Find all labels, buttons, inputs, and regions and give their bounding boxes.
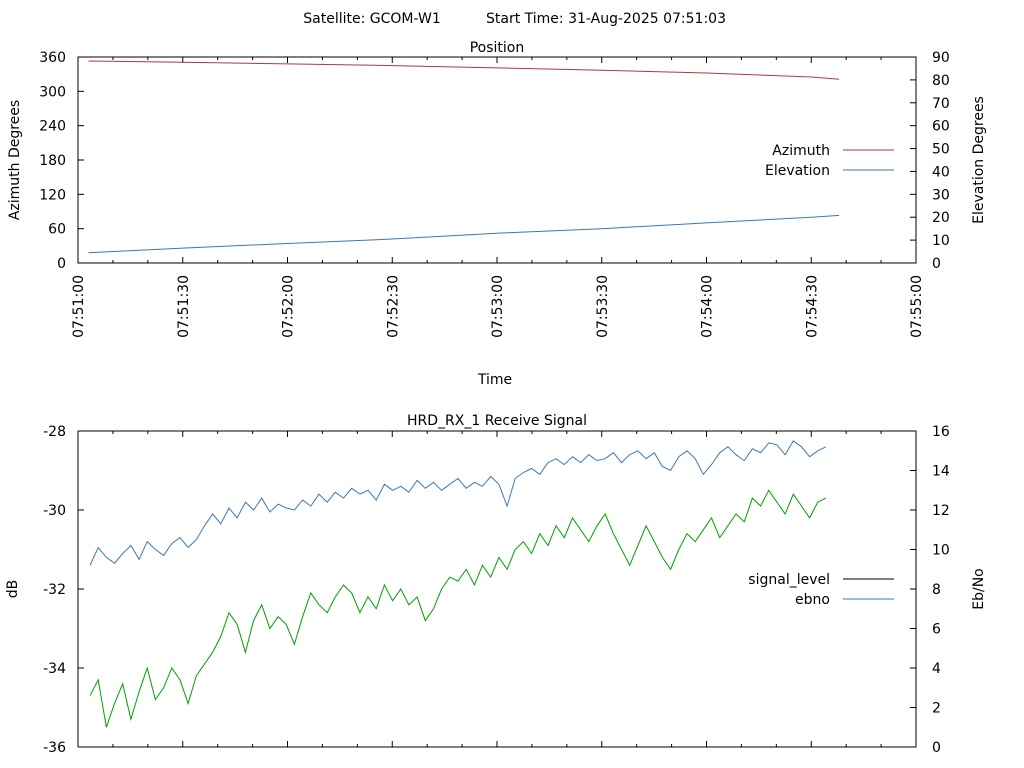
elevation-tick-label: 20	[932, 210, 950, 226]
legend-label-elevation: Elevation	[765, 163, 830, 179]
signal-plot-frame	[77, 430, 917, 748]
time-tick-label: 07:53:00	[490, 275, 506, 338]
elevation-tick-label: 90	[932, 50, 950, 66]
ebno-tick-label: 6	[932, 622, 941, 638]
receive-signal-chart: HRD_RX_1 Receive Signal -36 -34 -32 -30 -28 0…	[5, 413, 987, 756]
ebno-axis-label: Eb/No	[971, 568, 987, 610]
ebno-tick-label: 4	[932, 661, 941, 677]
elevation-tick-label: 60	[932, 119, 950, 135]
legend-label-signal-level: signal_level	[748, 572, 830, 588]
elevation-tick-label: 0	[932, 256, 941, 272]
azimuth-tick-label: 360	[39, 50, 66, 66]
db-tick-label: -32	[43, 582, 66, 598]
azimuth-axis-label: Azimuth Degrees	[7, 100, 23, 220]
elevation-tick-label: 30	[932, 187, 950, 203]
ebno-tick-label: 2	[932, 701, 941, 717]
ebno-tick-label: 10	[932, 543, 950, 559]
ebno-line	[89, 440, 827, 566]
time-tick-label: 07:52:00	[281, 275, 297, 338]
ebno-tick-label: 14	[932, 464, 950, 480]
azimuth-tick-label: 300	[39, 84, 66, 100]
time-tick-label: 07:55:00	[909, 275, 925, 338]
legend-label-ebno: ebno	[795, 592, 830, 608]
ebno-tick-label: 8	[932, 582, 941, 598]
elevation-tick-label: 50	[932, 142, 950, 158]
db-tick-label: -28	[43, 424, 66, 440]
time-tick-label: 07:51:00	[71, 275, 87, 338]
azimuth-tick-label: 240	[39, 119, 66, 135]
position-chart-title: Position	[470, 40, 525, 56]
satellite-name-header: Satellite: GCOM-W1	[303, 11, 440, 27]
elevation-tick-label: 10	[932, 233, 950, 249]
position-chart: Position 0 60 120 180 240 300 360 0 10 20 30 40 50 60…	[7, 40, 987, 388]
ebno-tick-label: 16	[932, 424, 950, 440]
db-tick-label: -30	[43, 503, 66, 519]
elevation-axis-label: Elevation Degrees	[971, 96, 987, 224]
ebno-tick-label: 12	[932, 503, 950, 519]
legend-label-azimuth: Azimuth	[772, 143, 830, 159]
db-tick-label: -34	[43, 661, 66, 677]
signal-level-trace-line	[89, 489, 827, 728]
elevation-tick-label: 40	[932, 164, 950, 180]
time-axis-label: Time	[477, 372, 512, 388]
start-time-header: Start Time: 31-Aug-2025 07:51:03	[486, 11, 726, 27]
azimuth-line	[88, 60, 840, 80]
time-tick-label: 07:53:30	[595, 275, 611, 338]
elevation-tick-label: 80	[932, 73, 950, 89]
azimuth-tick-label: 0	[57, 256, 66, 272]
time-tick-label: 07:54:00	[700, 275, 716, 338]
time-tick-label: 07:54:30	[804, 275, 820, 338]
elevation-line	[88, 214, 840, 254]
azimuth-tick-label: 180	[39, 153, 66, 169]
db-axis-label: dB	[5, 580, 21, 599]
time-tick-label: 07:52:30	[385, 275, 401, 338]
elevation-tick-label: 70	[932, 96, 950, 112]
ebno-tick-label: 0	[932, 740, 941, 756]
azimuth-tick-label: 60	[48, 222, 66, 238]
position-plot-frame	[77, 56, 917, 264]
db-tick-label: -36	[43, 740, 66, 756]
azimuth-tick-label: 120	[39, 187, 66, 203]
receive-signal-chart-title: HRD_RX_1 Receive Signal	[407, 413, 587, 429]
time-tick-label: 07:51:30	[176, 275, 192, 338]
